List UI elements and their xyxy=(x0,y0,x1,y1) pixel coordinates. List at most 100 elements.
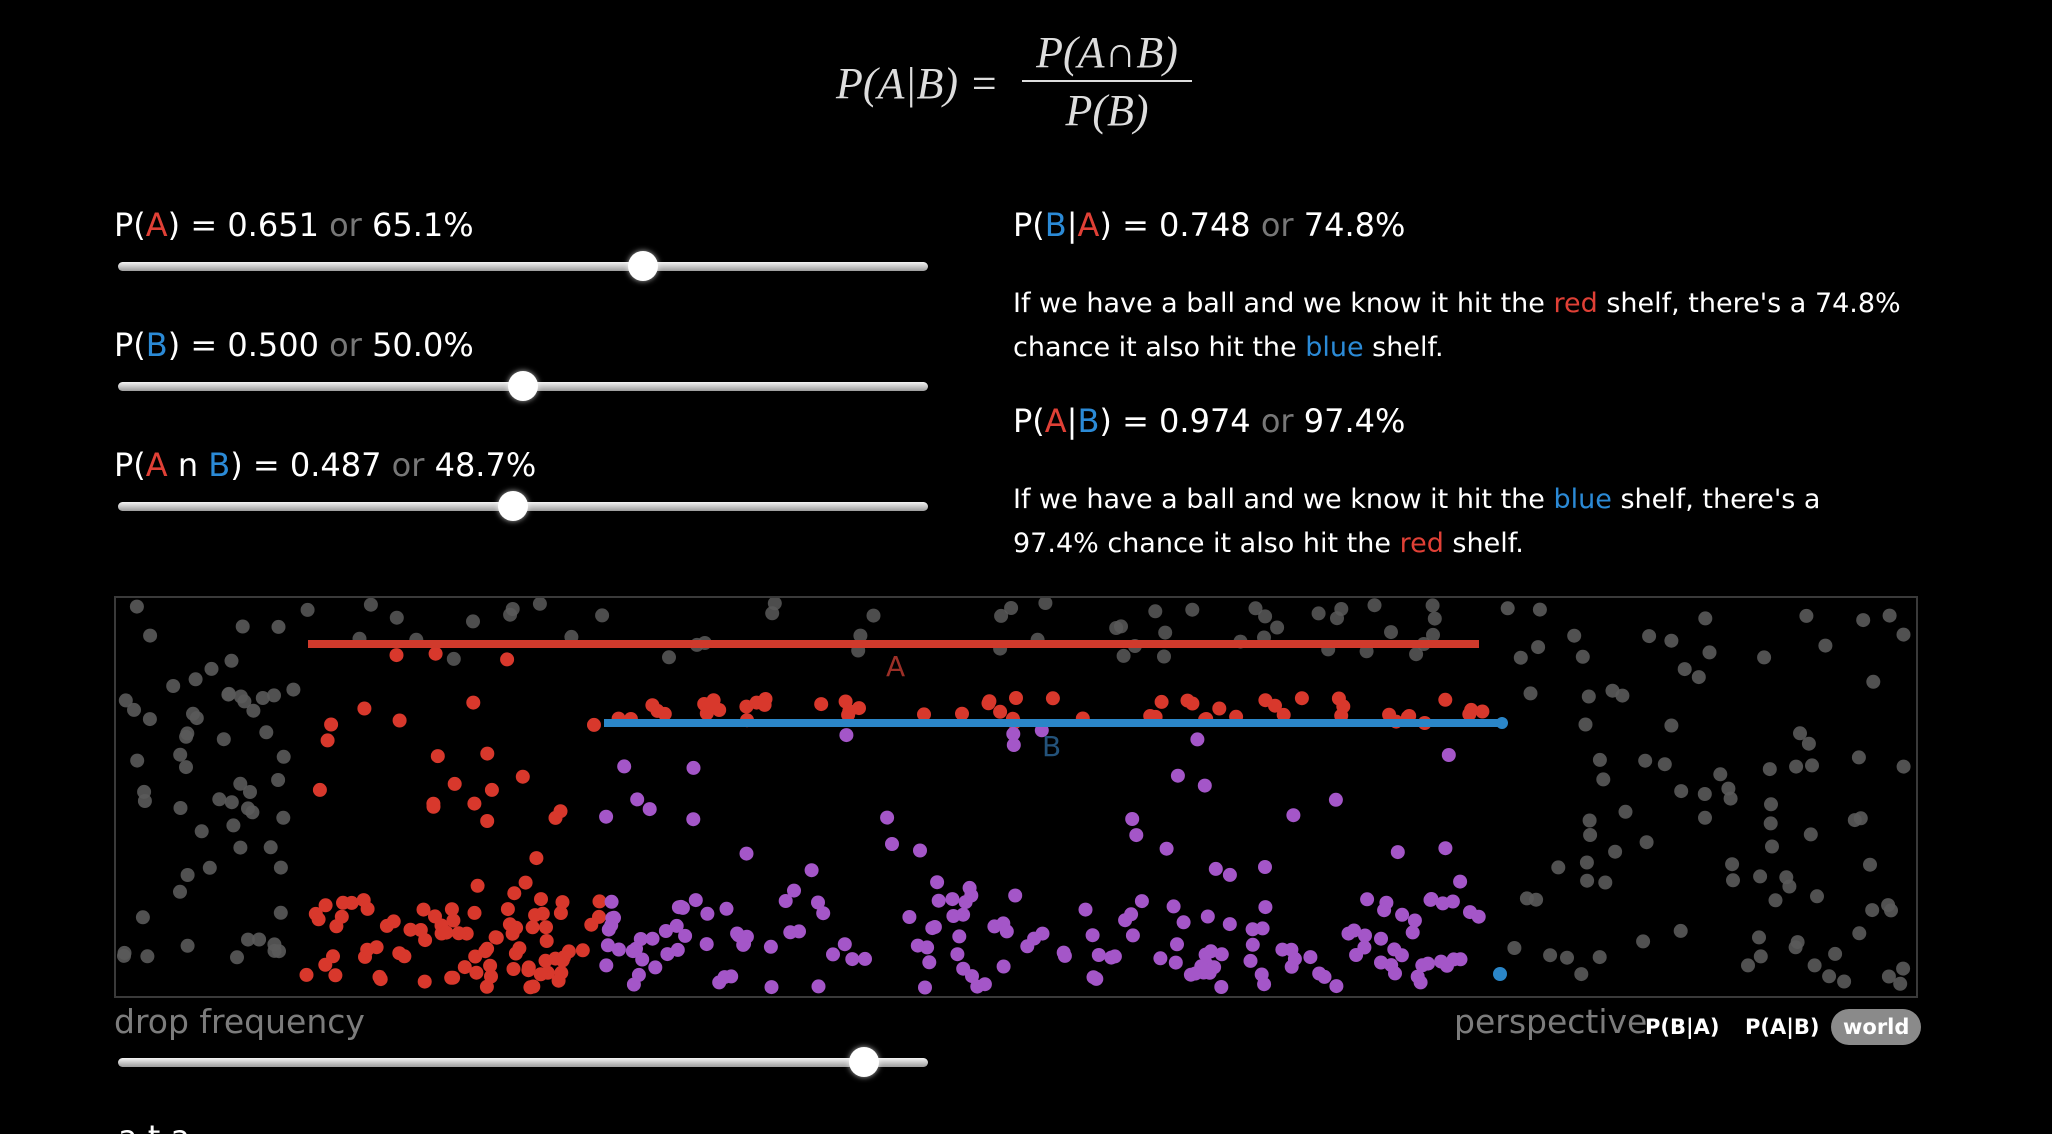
p-ab-event-a: A xyxy=(145,446,168,484)
ball xyxy=(551,973,566,988)
ball xyxy=(1154,694,1169,709)
ball xyxy=(561,944,576,959)
ball xyxy=(538,953,553,968)
p-a-slider[interactable] xyxy=(118,247,928,287)
perspective-b-given-a-button[interactable]: P(B|A) xyxy=(1645,1015,1720,1039)
ball xyxy=(1440,958,1454,973)
ball xyxy=(955,706,969,721)
ball xyxy=(853,628,868,643)
perspective-world-button[interactable]: world xyxy=(1831,1009,1922,1045)
ball xyxy=(267,943,282,958)
ball xyxy=(1258,693,1273,708)
ball xyxy=(1331,691,1346,706)
p-b-given-a-label: P(B|A) = 0.748 or 74.8% xyxy=(1013,206,1405,244)
ball xyxy=(587,717,601,732)
ball xyxy=(1196,965,1211,980)
ball xyxy=(956,907,971,922)
ball xyxy=(1125,812,1140,826)
p-b-slider-thumb[interactable] xyxy=(508,371,538,401)
ball xyxy=(1673,923,1688,938)
ball xyxy=(1578,717,1593,732)
ball xyxy=(1358,928,1372,943)
drop-frequency-slider-thumb[interactable] xyxy=(849,1047,880,1077)
ball xyxy=(993,704,1008,719)
ball xyxy=(397,949,412,964)
ball xyxy=(719,901,734,916)
cut-off-text: a t a xyxy=(118,1118,190,1134)
ball xyxy=(1200,909,1215,924)
ball xyxy=(1782,879,1797,894)
ball xyxy=(539,920,553,935)
ball xyxy=(369,940,384,955)
p-b-given-a-or: or xyxy=(1250,206,1304,244)
p-ab-percent: 48.7% xyxy=(434,446,537,484)
ball xyxy=(1713,767,1728,782)
p-ab-slider-thumb[interactable] xyxy=(497,491,528,521)
p-a-given-b-suffix: ) = xyxy=(1099,402,1160,440)
ball xyxy=(1382,707,1397,722)
ball xyxy=(312,782,327,797)
ball xyxy=(1638,753,1653,768)
drop-frequency-slider[interactable] xyxy=(118,1043,928,1083)
p-a-slider-track[interactable] xyxy=(118,262,928,271)
ball xyxy=(1245,937,1260,952)
ball xyxy=(373,972,388,987)
ball xyxy=(674,899,688,914)
perspective-a-given-b-button[interactable]: P(A|B) xyxy=(1745,1015,1820,1039)
ball xyxy=(204,661,219,676)
ball xyxy=(230,950,244,965)
ball xyxy=(724,969,739,984)
ball xyxy=(273,860,288,875)
ball xyxy=(1677,662,1692,677)
ball xyxy=(233,776,248,791)
p-a-slider-thumb[interactable] xyxy=(627,251,658,281)
formula-numerator: P(A∩B) xyxy=(1036,28,1178,77)
ball xyxy=(137,784,152,799)
ball xyxy=(1762,762,1777,777)
ball xyxy=(1395,907,1410,922)
ball xyxy=(1125,928,1140,943)
ball xyxy=(1198,947,1213,962)
ball xyxy=(1134,894,1149,909)
ball xyxy=(1500,601,1515,616)
ball xyxy=(686,812,701,827)
p-a-given-b-desc-color-2: red xyxy=(1399,528,1444,559)
ball xyxy=(1765,839,1779,854)
p-ab-mid: n xyxy=(167,446,209,484)
ball xyxy=(1608,844,1623,859)
p-ab-slider[interactable] xyxy=(118,487,928,527)
ball xyxy=(866,608,881,623)
ball xyxy=(1639,835,1654,850)
p-a-suffix: ) = xyxy=(167,206,228,244)
ball xyxy=(1657,757,1672,772)
ball xyxy=(523,980,538,995)
shelf-b-handle[interactable] xyxy=(1496,717,1508,729)
p-a-given-b-bar: | xyxy=(1066,402,1078,440)
ball xyxy=(1768,893,1783,908)
p-b-slider[interactable] xyxy=(118,367,928,407)
ball xyxy=(179,760,193,775)
ball xyxy=(1803,827,1818,842)
ball xyxy=(1045,691,1060,706)
ball xyxy=(1255,921,1270,936)
ball xyxy=(466,695,481,710)
ball xyxy=(787,883,801,898)
ball xyxy=(1207,960,1222,975)
ball xyxy=(1180,693,1195,708)
drop-frequency-slider-track[interactable] xyxy=(118,1058,928,1067)
ball xyxy=(1615,688,1630,703)
ball xyxy=(271,619,286,634)
p-a-given-b-desc-part-1: If we have a ball and we know it hit the xyxy=(1013,484,1554,515)
ball xyxy=(1258,900,1273,915)
p-a-given-b-label: P(A|B) = 0.974 or 97.4% xyxy=(1013,402,1405,440)
p-ab-label: P(A n B) = 0.487 or 48.7% xyxy=(114,446,536,484)
ball xyxy=(1329,979,1344,994)
ball xyxy=(246,703,261,718)
ball xyxy=(130,753,145,768)
p-a-label: P(A) = 0.651 or 65.1% xyxy=(114,206,474,244)
p-a-or: or xyxy=(318,206,372,244)
p-ab-prefix: P( xyxy=(114,446,146,484)
ball xyxy=(1407,913,1422,928)
ball xyxy=(1574,967,1589,982)
ball xyxy=(457,960,472,975)
